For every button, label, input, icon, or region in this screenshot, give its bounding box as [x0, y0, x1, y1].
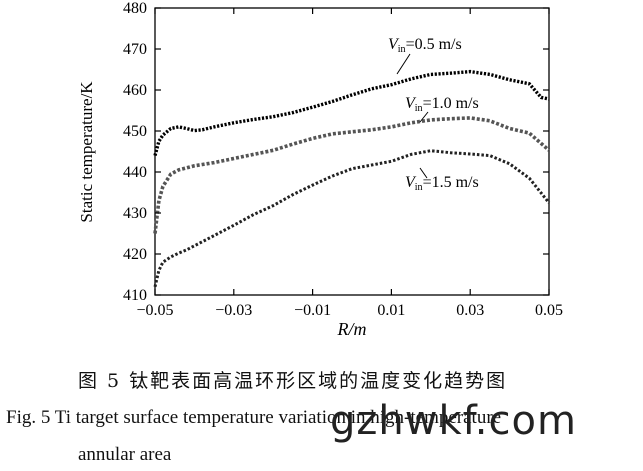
- series-label-leader: [419, 111, 429, 123]
- series-layer: [153, 69, 551, 288]
- y-tick-label: 480: [123, 0, 147, 17]
- y-tick-label: 410: [123, 287, 147, 304]
- series-label-1: Vin=0.5 m/s: [388, 36, 462, 55]
- y-tick-label: 460: [123, 82, 147, 99]
- y-tick-label: 470: [123, 41, 147, 58]
- watermark: gzhwkf.com: [330, 398, 577, 444]
- y-tick-label: 450: [123, 123, 147, 140]
- x-tick-label: −0.05: [136, 302, 173, 319]
- y-tick-label: 420: [123, 246, 147, 263]
- series-line-3: [153, 149, 551, 288]
- temperature-chart: −0.05 −0.03 −0.01 0.01 0.03 0.05 410 420 430 440 4…: [77, 0, 563, 339]
- series-label-leader: [396, 53, 411, 75]
- x-tick-label: 0.05: [535, 302, 563, 319]
- x-tick-label: −0.03: [215, 302, 252, 319]
- ticks-layer: −0.05 −0.03 −0.01 0.01 0.03 0.05 410 420 430 440 4…: [123, 0, 563, 319]
- series-line-2: [153, 116, 551, 234]
- series-label-leader: [419, 167, 428, 179]
- x-tick-label: 0.03: [456, 302, 484, 319]
- series-line-1: [153, 69, 550, 157]
- plot-frame: [154, 7, 550, 296]
- y-tick-label: 440: [123, 164, 147, 181]
- series-label-3: Vin=1.5 m/s: [405, 174, 479, 193]
- x-tick-label: −0.01: [294, 302, 331, 319]
- figure-caption-chinese: 图 5 钛靶表面高温环形区域的温度变化趋势图: [78, 370, 508, 392]
- series-label-2: Vin=1.0 m/s: [405, 95, 479, 114]
- figure-caption-english-line2: annular area: [78, 444, 172, 465]
- x-tick-label: 0.01: [377, 302, 405, 319]
- y-tick-label: 430: [123, 205, 147, 222]
- x-axis-label: R/m: [337, 319, 367, 339]
- series-labels: Vin=0.5 m/s Vin=1.0 m/s Vin=1.5 m/s: [388, 36, 479, 193]
- y-axis-label: Static temperature/K: [77, 81, 96, 223]
- figure-caption-english-line1: Fig. 5 Ti target surface temperature var…: [6, 407, 502, 428]
